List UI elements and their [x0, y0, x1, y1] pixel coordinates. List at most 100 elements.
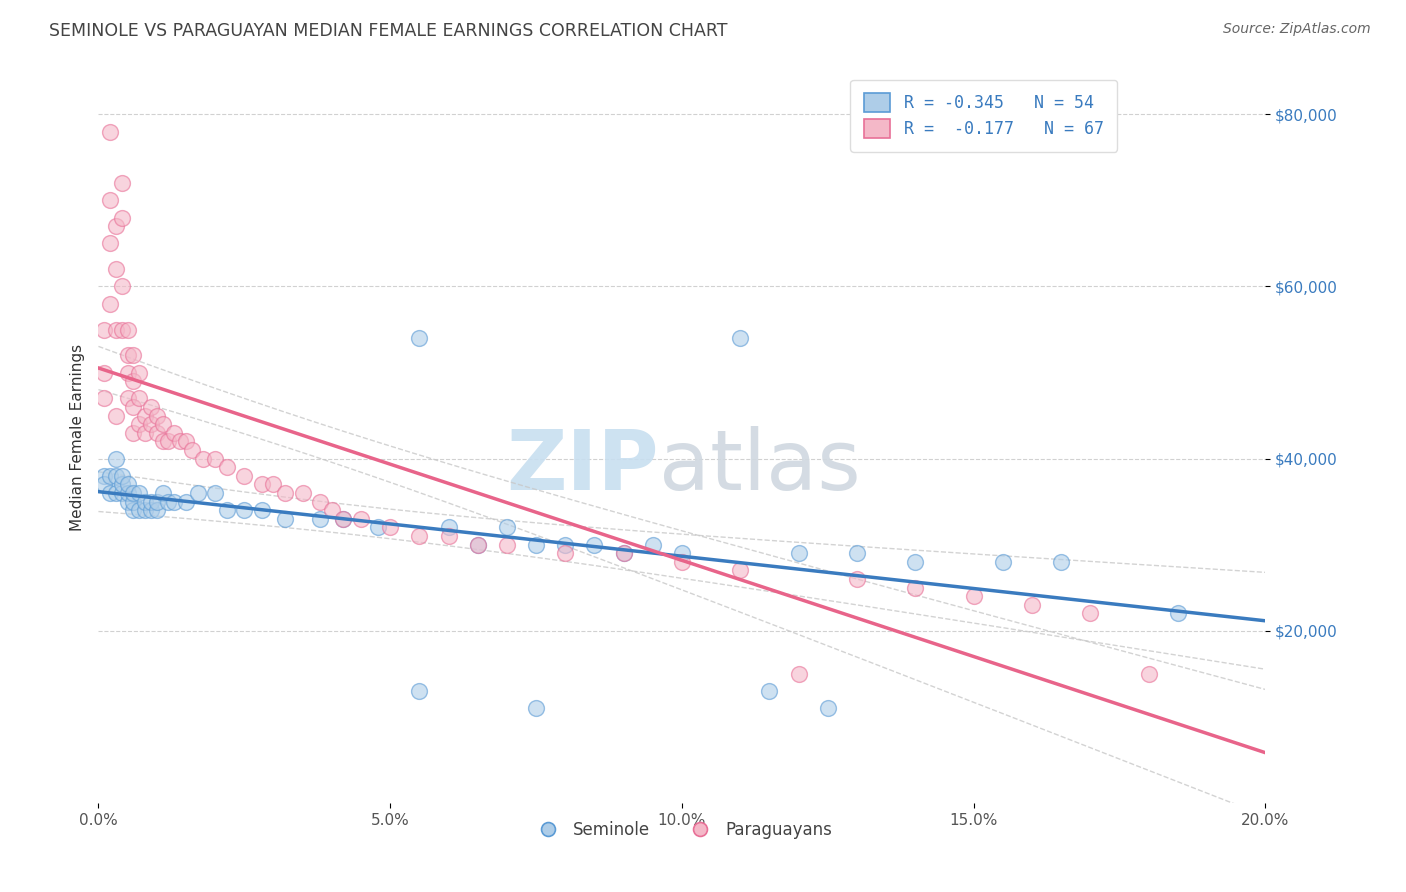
Point: [1167, 607, 1189, 621]
Point: [111, 211, 134, 225]
Text: atlas: atlas: [658, 425, 860, 507]
Point: [157, 494, 180, 508]
Point: [991, 555, 1014, 569]
Point: [111, 279, 134, 293]
Point: [332, 512, 354, 526]
Point: [122, 494, 145, 508]
Point: [250, 477, 273, 491]
Point: [98, 468, 121, 483]
Point: [291, 486, 314, 500]
Point: [98, 486, 121, 500]
Point: [554, 538, 576, 552]
Point: [467, 538, 489, 552]
Point: [380, 520, 402, 534]
Point: [904, 555, 927, 569]
Point: [128, 392, 150, 406]
Point: [408, 684, 430, 698]
Point: [758, 684, 780, 698]
Point: [117, 392, 139, 406]
Point: [193, 451, 215, 466]
Point: [122, 486, 145, 500]
Point: [408, 529, 430, 543]
Point: [104, 409, 127, 423]
Point: [128, 486, 150, 500]
Point: [104, 219, 127, 234]
Point: [111, 468, 134, 483]
Point: [233, 503, 256, 517]
Point: [128, 366, 150, 380]
Point: [104, 451, 127, 466]
Point: [117, 494, 139, 508]
Point: [111, 486, 134, 500]
Point: [204, 451, 226, 466]
Point: [612, 546, 634, 560]
Point: [98, 236, 121, 251]
Point: [122, 348, 145, 362]
Point: [117, 477, 139, 491]
Point: [139, 494, 162, 508]
Point: [846, 572, 869, 586]
Point: [152, 417, 174, 432]
Point: [104, 322, 127, 336]
Point: [437, 520, 460, 534]
Point: [437, 529, 460, 543]
Point: [583, 538, 606, 552]
Point: [134, 503, 156, 517]
Point: [250, 503, 273, 517]
Point: [117, 322, 139, 336]
Point: [169, 434, 191, 449]
Point: [787, 546, 810, 560]
Point: [98, 125, 121, 139]
Legend: Seminole, Paraguayans: Seminole, Paraguayans: [524, 814, 839, 846]
Point: [309, 494, 332, 508]
Point: [104, 262, 127, 277]
Point: [104, 486, 127, 500]
Point: [139, 503, 162, 517]
Point: [730, 331, 752, 345]
Point: [93, 366, 115, 380]
Point: [122, 425, 145, 440]
Point: [612, 546, 634, 560]
Point: [524, 538, 547, 552]
Point: [787, 666, 810, 681]
Point: [93, 392, 115, 406]
Point: [1050, 555, 1073, 569]
Point: [128, 417, 150, 432]
Point: [1080, 607, 1102, 621]
Point: [111, 322, 134, 336]
Point: [139, 400, 162, 414]
Text: SEMINOLE VS PARAGUAYAN MEDIAN FEMALE EARNINGS CORRELATION CHART: SEMINOLE VS PARAGUAYAN MEDIAN FEMALE EAR…: [49, 22, 728, 40]
Point: [187, 486, 209, 500]
Point: [408, 331, 430, 345]
Point: [104, 468, 127, 483]
Point: [215, 460, 238, 475]
Point: [554, 546, 576, 560]
Point: [93, 468, 115, 483]
Point: [93, 322, 115, 336]
Point: [274, 512, 297, 526]
Point: [350, 512, 373, 526]
Point: [174, 494, 197, 508]
Point: [152, 486, 174, 500]
Point: [122, 374, 145, 388]
Y-axis label: Median Female Earnings: Median Female Earnings: [69, 343, 84, 531]
Point: [122, 400, 145, 414]
Point: [671, 546, 693, 560]
Point: [163, 425, 186, 440]
Point: [117, 348, 139, 362]
Point: [215, 503, 238, 517]
Point: [93, 477, 115, 491]
Point: [134, 494, 156, 508]
Point: [111, 477, 134, 491]
Point: [496, 538, 519, 552]
Text: ZIP: ZIP: [506, 425, 658, 507]
Point: [157, 434, 180, 449]
Point: [904, 581, 927, 595]
Point: [117, 486, 139, 500]
Point: [146, 425, 169, 440]
Point: [332, 512, 354, 526]
Point: [139, 417, 162, 432]
Point: [146, 409, 169, 423]
Point: [524, 701, 547, 715]
Point: [134, 425, 156, 440]
